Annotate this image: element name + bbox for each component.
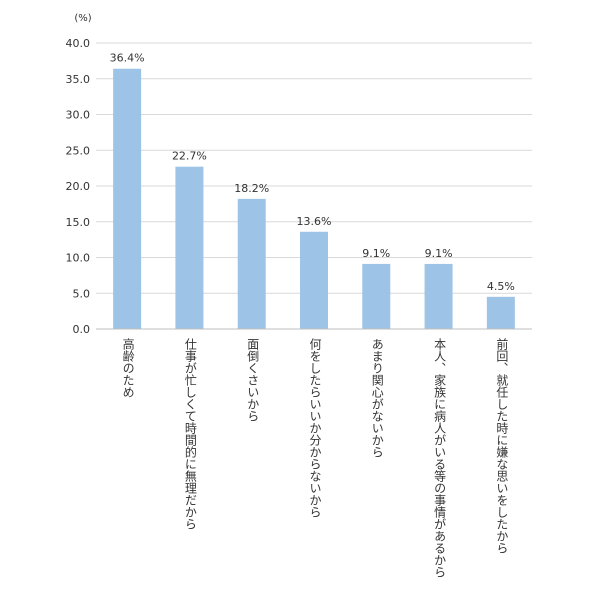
y-axis-unit-label: (%) [74,13,91,24]
bar [300,231,328,329]
y-tick-label: 10.0 [66,252,91,265]
category-label: 前回、就任した時に嫌な思いをしたから [495,337,509,554]
bar [175,166,204,329]
y-tick-label: 40.0 [66,37,91,50]
y-tick-label: 15.0 [66,216,91,229]
category-labels: 高齢のため 仕事が忙しくて時間的に無理だから 面倒くさいから 何をしたらいいか分からな… [121,337,509,578]
gridlines [96,42,532,294]
y-tick-label: 0.0 [73,323,91,336]
category-label: 仕事が忙しくて時間的に無理だから [183,338,197,530]
data-label: 4.5% [487,280,515,293]
y-tick-label: 25.0 [66,144,91,157]
data-label: 13.6% [297,215,332,228]
bar [424,263,453,329]
data-label: 9.1% [362,247,390,260]
y-tick-label: 20.0 [66,180,91,193]
bar [486,296,515,329]
bar [113,68,142,330]
category-label: 高齢のため [121,337,135,398]
data-labels: 36.4% 22.7% 18.2% 13.6% 9.1% 9.1% 4.5% [110,52,515,293]
data-label: 18.2% [234,182,269,195]
data-label: 9.1% [425,247,453,260]
category-label: 何をしたらいいか分からないから [308,338,322,518]
data-label: 22.7% [172,150,207,163]
bar [362,263,391,329]
category-label: あまり関心がないから [370,338,384,458]
y-axis-ticks: 0.0 5.0 10.0 15.0 20.0 25.0 30.0 35.0 40.0 [66,37,91,336]
category-label: 本人、家族に病人がいる等の事情があるから [433,338,447,578]
data-label: 36.4% [110,52,145,65]
y-tick-label: 30.0 [66,109,91,122]
category-label: 面倒くさいから [246,338,260,422]
y-tick-label: 35.0 [66,73,91,86]
bars [113,68,515,330]
bar [237,198,266,329]
y-tick-label: 5.0 [73,287,91,300]
